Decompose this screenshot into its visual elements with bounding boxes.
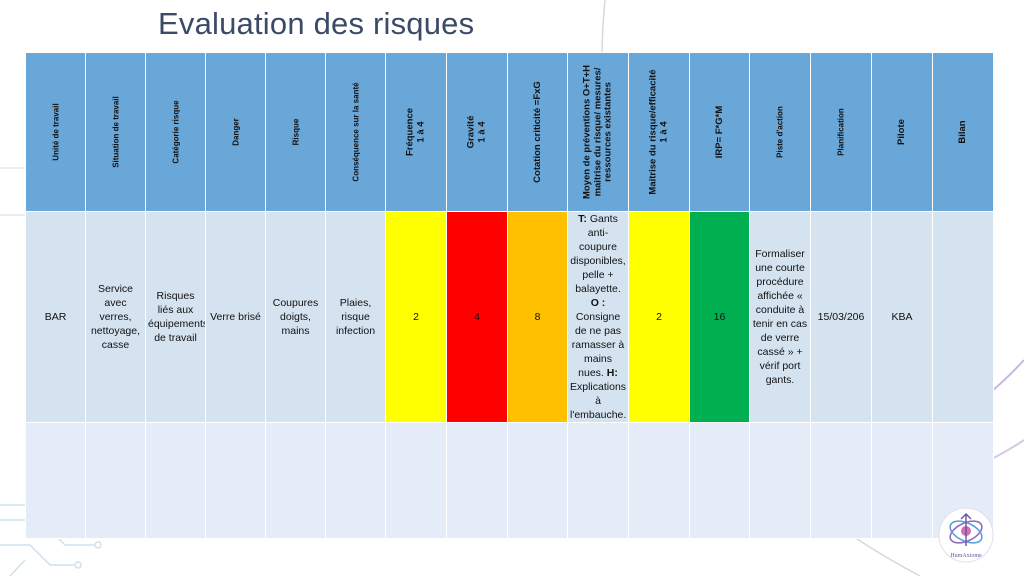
empty-cell <box>385 422 447 539</box>
cell-prevention: T: Gants anti-coupure disponibles, pelle… <box>567 211 629 423</box>
header-danger: Danger <box>231 118 240 146</box>
header-cell: Conséquence sur la santé <box>325 52 386 212</box>
prevention-h-label: H: <box>603 367 618 379</box>
header-cell: Bilan <box>932 52 994 212</box>
header-cell: Piste d'action <box>749 52 811 212</box>
consequence-text: Plaies, risque infection <box>335 297 376 337</box>
header-piste: Piste d'action <box>775 106 785 158</box>
header-cotation: Cotation criticité =FxG <box>531 81 543 183</box>
header-cell: Risque <box>265 52 326 212</box>
header-consequence: Conséquence sur la santé <box>351 82 360 182</box>
header-maitrise: Maitrise du risque/efficacité 1 à 4 <box>647 69 670 195</box>
prevention-t-label: T: <box>578 213 587 225</box>
header-gravite: Gravité 1 à 4 <box>465 115 488 149</box>
header-bilan: Bilan <box>956 120 968 144</box>
cell-frequence: 2 <box>385 211 447 423</box>
header-cell: Fréquence 1 à 4 <box>385 52 447 212</box>
header-cell: Planification <box>810 52 872 212</box>
prevention-text: T: Gants anti-coupure disponibles, pelle… <box>569 213 628 422</box>
header-irp: IRP= F*G*M <box>713 105 725 159</box>
prevention-h-text: Explications à l'embauche. <box>570 381 627 421</box>
categorie-text: Risques liés aux équipements de travail <box>148 290 206 344</box>
cell-bilan <box>932 211 994 423</box>
cell-cotation: 8 <box>507 211 568 423</box>
header-prevention: Moyen de préventions O+T+H maitrise du r… <box>581 64 614 200</box>
cell-unite: BAR <box>25 211 86 423</box>
prevention-t-text: Gants anti-coupure disponibles, pelle + … <box>570 213 626 295</box>
risk-evaluation-table: Unité de travail Situation de travail Ca… <box>25 52 994 539</box>
cell-situation: Service avec verres, nettoyage, casse <box>85 211 146 423</box>
cell-danger: Verre brisé <box>205 211 266 423</box>
empty-cell <box>567 422 629 539</box>
header-frequence: Fréquence 1 à 4 <box>404 107 427 157</box>
header-cell: Cotation criticité =FxG <box>507 52 568 212</box>
empty-cell <box>749 422 811 539</box>
empty-cell <box>85 422 146 539</box>
cell-gravite: 4 <box>446 211 508 423</box>
cell-planification: 15/03/206 <box>810 211 872 423</box>
danger-text: Verre brisé <box>210 311 261 323</box>
empty-cell <box>205 422 266 539</box>
header-cell: Moyen de préventions O+T+H maitrise du r… <box>567 52 629 212</box>
empty-cell <box>265 422 326 539</box>
cell-pilote: KBA <box>871 211 933 423</box>
situation-text: Service avec verres, nettoyage, casse <box>90 283 141 351</box>
header-risque: Risque <box>291 118 300 146</box>
empty-cell <box>325 422 386 539</box>
header-situation: Situation de travail <box>111 96 120 168</box>
cell-risque: Coupures doigts, mains <box>265 211 326 423</box>
header-cell: Maitrise du risque/efficacité 1 à 4 <box>628 52 690 212</box>
empty-cell <box>145 422 206 539</box>
header-cell: Situation de travail <box>85 52 146 212</box>
empty-cell <box>871 422 933 539</box>
header-categorie: Catégorie risque <box>171 100 180 164</box>
header-cell: Catégorie risque <box>145 52 206 212</box>
cell-maitrise: 2 <box>628 211 690 423</box>
logo-text: HumAxiome <box>950 553 982 559</box>
table-row: BAR Service avec verres, nettoyage, cass… <box>25 211 994 423</box>
table-header-row: Unité de travail Situation de travail Ca… <box>25 52 994 212</box>
header-cell: Unité de travail <box>25 52 86 212</box>
cell-piste: Formaliser une courte procédure affichée… <box>749 211 811 423</box>
prevention-o-label: O : <box>590 297 606 309</box>
prevention-o-text: Consigne de ne pas ramasser à mains nues… <box>571 311 625 379</box>
empty-cell <box>446 422 508 539</box>
header-cell: Gravité 1 à 4 <box>446 52 508 212</box>
header-unite: Unité de travail <box>51 103 60 161</box>
header-cell: Danger <box>205 52 266 212</box>
cell-categorie: Risques liés aux équipements de travail <box>145 211 206 423</box>
empty-cell <box>507 422 568 539</box>
page-title: Evaluation des risques <box>158 6 475 41</box>
empty-cell <box>689 422 750 539</box>
empty-cell <box>25 422 86 539</box>
empty-cell <box>810 422 872 539</box>
header-planification: Planification <box>836 108 846 156</box>
header-pilote: Pilote <box>895 119 907 145</box>
risque-text: Coupures doigts, mains <box>272 297 319 337</box>
table-row-empty <box>25 422 994 539</box>
humaxiome-logo-icon: HumAxiome <box>938 507 994 563</box>
empty-cell <box>628 422 690 539</box>
piste-text: Formaliser une courte procédure affichée… <box>752 248 808 386</box>
cell-consequence: Plaies, risque infection <box>325 211 386 423</box>
cell-irp: 16 <box>689 211 750 423</box>
header-cell: IRP= F*G*M <box>689 52 750 212</box>
header-cell: Pilote <box>871 52 933 212</box>
